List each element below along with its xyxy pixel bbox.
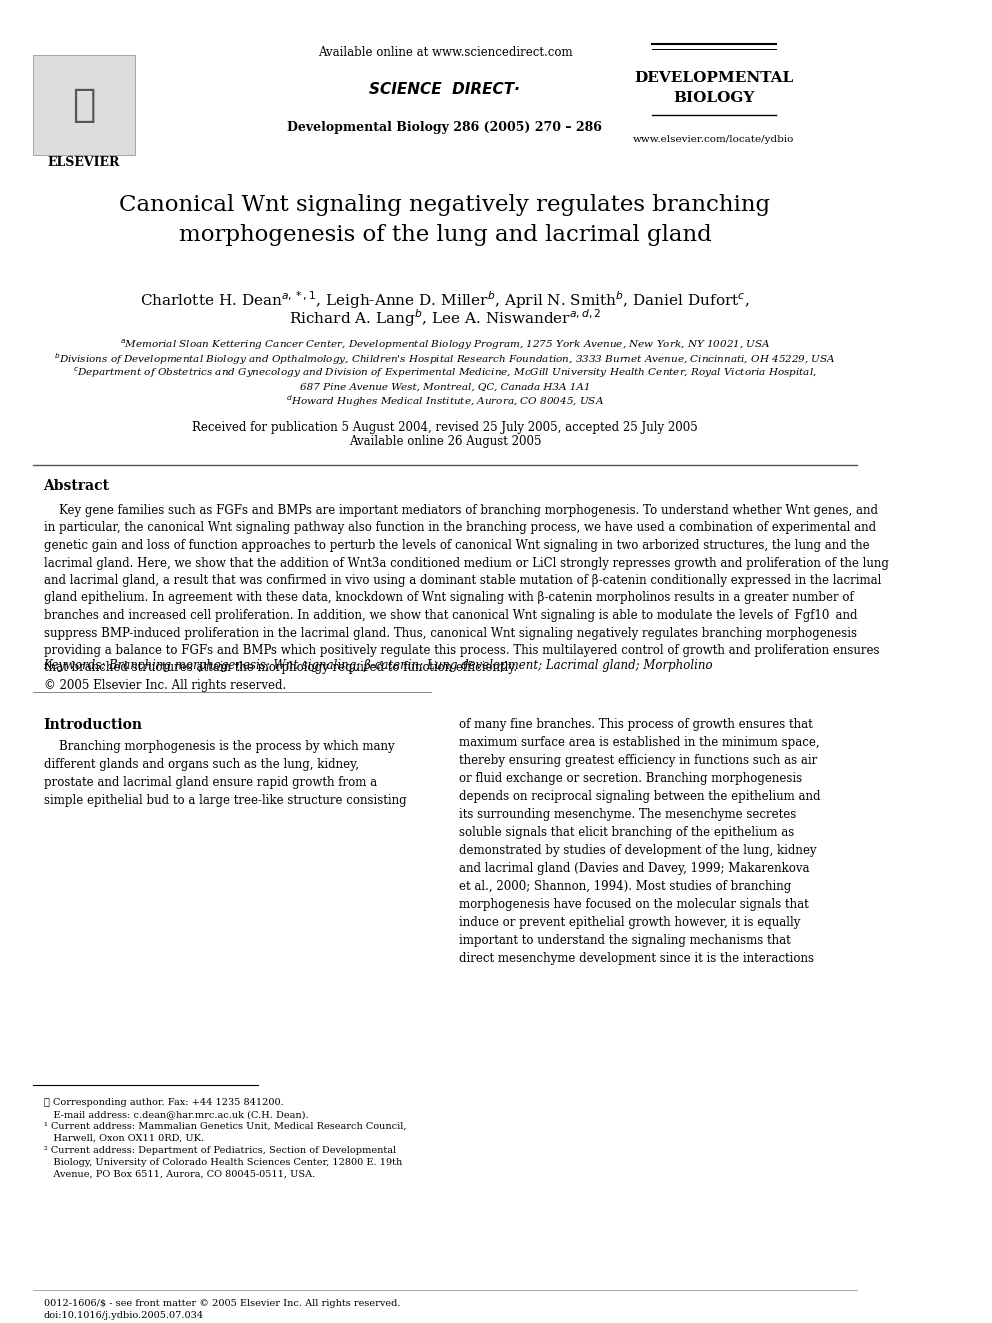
Text: doi:10.1016/j.ydbio.2005.07.034: doi:10.1016/j.ydbio.2005.07.034 [44, 1311, 203, 1319]
Text: Available online at www.sciencedirect.com: Available online at www.sciencedirect.co… [317, 45, 572, 58]
Text: Developmental Biology 286 (2005) 270 – 286: Developmental Biology 286 (2005) 270 – 2… [288, 122, 602, 135]
Text: $^c$Department of Obstetrics and Gynecology and Division of Experimental Medicin: $^c$Department of Obstetrics and Gynecol… [73, 365, 816, 380]
Text: ¹ Current address: Mammalian Genetics Unit, Medical Research Council,: ¹ Current address: Mammalian Genetics Un… [44, 1122, 406, 1131]
Text: Introduction: Introduction [44, 718, 143, 732]
Text: $^a$Memorial Sloan Kettering Cancer Center, Developmental Biology Program, 1275 : $^a$Memorial Sloan Kettering Cancer Cent… [120, 337, 770, 352]
Text: ELSEVIER: ELSEVIER [48, 156, 120, 168]
Text: 🌳: 🌳 [71, 86, 95, 124]
Text: of many fine branches. This process of growth ensures that
maximum surface area : of many fine branches. This process of g… [459, 718, 820, 964]
Text: E-mail address: c.dean@har.mrc.ac.uk (C.H. Dean).: E-mail address: c.dean@har.mrc.ac.uk (C.… [44, 1110, 309, 1119]
Text: Charlotte H. Dean$^{a,*,1}$, Leigh-Anne D. Miller$^{b}$, April N. Smith$^{b}$, D: Charlotte H. Dean$^{a,*,1}$, Leigh-Anne … [140, 290, 750, 311]
FancyBboxPatch shape [33, 56, 135, 155]
Text: ² Current address: Department of Pediatrics, Section of Developmental: ² Current address: Department of Pediatr… [44, 1146, 396, 1155]
Text: BIOLOGY: BIOLOGY [673, 91, 754, 105]
Text: Abstract: Abstract [44, 479, 109, 493]
Text: Received for publication 5 August 2004, revised 25 July 2005, accepted 25 July 2: Received for publication 5 August 2004, … [192, 421, 697, 434]
Text: Canonical Wnt signaling negatively regulates branching
morphogenesis of the lung: Canonical Wnt signaling negatively regul… [119, 193, 771, 246]
Text: $^d$Howard Hughes Medical Institute, Aurora, CO 80045, USA: $^d$Howard Hughes Medical Institute, Aur… [286, 393, 604, 409]
Text: Key gene families such as FGFs and BMPs are important mediators of branching mor: Key gene families such as FGFs and BMPs … [44, 504, 889, 692]
Text: DEVELOPMENTAL: DEVELOPMENTAL [634, 71, 794, 85]
Text: www.elsevier.com/locate/ydbio: www.elsevier.com/locate/ydbio [633, 135, 795, 144]
Text: SCIENCE  DIRECT·: SCIENCE DIRECT· [369, 82, 521, 98]
Text: Biology, University of Colorado Health Sciences Center, 12800 E. 19th: Biology, University of Colorado Health S… [44, 1158, 402, 1167]
Text: Available online 26 August 2005: Available online 26 August 2005 [348, 434, 542, 447]
Text: 687 Pine Avenue West, Montreal, QC, Canada H3A 1A1: 687 Pine Avenue West, Montreal, QC, Cana… [300, 382, 590, 392]
Text: Harwell, Oxon OX11 0RD, UK.: Harwell, Oxon OX11 0RD, UK. [44, 1134, 203, 1143]
Text: 0012-1606/$ - see front matter © 2005 Elsevier Inc. All rights reserved.: 0012-1606/$ - see front matter © 2005 El… [44, 1298, 400, 1307]
Text: Keywords: Branching morphogenesis; Wnt signaling; β-catenin; Lung development; L: Keywords: Branching morphogenesis; Wnt s… [44, 659, 713, 672]
Text: $^b$Divisions of Developmental Biology and Opthalmology, Children's Hospital Res: $^b$Divisions of Developmental Biology a… [54, 351, 836, 366]
Text: ★ Corresponding author. Fax: +44 1235 841200.: ★ Corresponding author. Fax: +44 1235 84… [44, 1098, 284, 1107]
Text: Branching morphogenesis is the process by which many
different glands and organs: Branching morphogenesis is the process b… [44, 740, 406, 807]
Text: Richard A. Lang$^{b}$, Lee A. Niswander$^{a,d,2}$: Richard A. Lang$^{b}$, Lee A. Niswander$… [289, 307, 601, 329]
Text: Avenue, PO Box 6511, Aurora, CO 80045-0511, USA.: Avenue, PO Box 6511, Aurora, CO 80045-05… [44, 1170, 314, 1179]
